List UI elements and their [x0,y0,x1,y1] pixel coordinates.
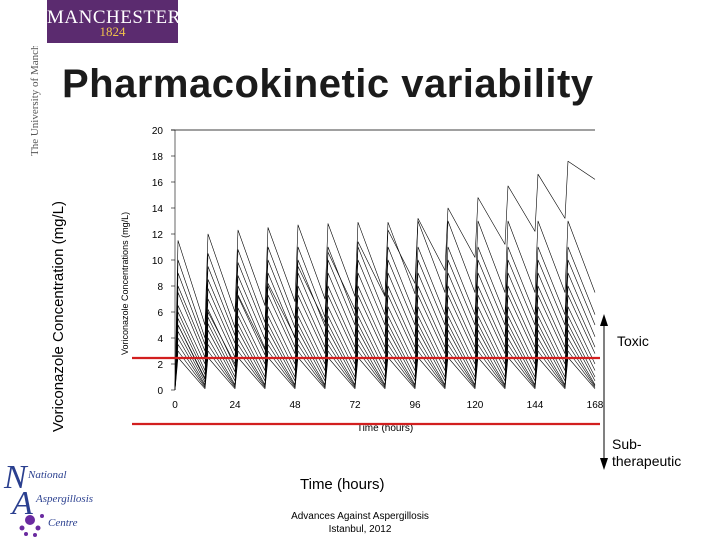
footer-line-1: Advances Against Aspergillosis [291,511,429,522]
x-tick-label: 168 [587,400,604,411]
y-tick-label: 16 [152,178,164,189]
subtherapeutic-line-1: Sub- [612,436,642,452]
y-tick-label: 12 [152,230,164,241]
nac-logo: N National A Aspergillosis Centre [3,459,93,537]
subtherapeutic-line-2: therapeutic [612,453,682,469]
x-tick-label: 48 [289,400,301,411]
y-tick-label: 18 [152,152,164,163]
x-axis-label: Time (hours) [300,476,385,493]
svg-text:Aspergillosis: Aspergillosis [35,493,93,505]
svg-text:A: A [10,485,33,522]
footer: Advances Against Aspergillosis Istanbul,… [270,510,450,536]
subtherapeutic-label: Sub- therapeutic [612,436,681,470]
y-tick-label: 10 [152,256,164,267]
x-tick-label: 96 [409,400,421,411]
arrow-up-icon [600,314,608,326]
y-tick-label: 20 [152,126,164,137]
y-tick-label: 0 [157,386,163,397]
y-tick-label: 6 [157,308,163,319]
series-line-4 [174,259,596,391]
logo-year: 1824 [99,24,126,39]
x-tick-label: 120 [467,400,484,411]
slide-title: Pharmacokinetic variability [62,62,594,106]
series-line-8 [174,306,596,391]
series-line-3 [174,246,596,391]
university-logo: MANCHESTER 1824 [47,0,181,43]
series-line-5 [174,272,596,391]
university-wordmark: The University of Manchester [29,46,41,156]
toxic-label: Toxic [617,333,649,349]
series-line-6 [174,285,596,391]
logo-name: MANCHESTER [47,7,181,28]
inner-x-axis-label: Time (hours) [357,423,413,434]
y-tick-label: 8 [157,282,163,293]
inner-y-axis-label: Voriconazole Concentrations (mg/L) [120,212,130,355]
x-tick-label: 0 [172,400,178,411]
svg-text:National: National [27,469,67,481]
x-tick-label: 144 [527,400,544,411]
footer-line-2: Istanbul, 2012 [328,524,392,535]
y-tick-label: 2 [157,360,163,371]
svg-text:Centre: Centre [48,517,78,529]
svg-text:N: N [3,459,29,496]
x-tick-label: 24 [229,400,241,411]
university-wordmark-text: The University of Manchester [29,46,41,156]
x-tick-label: 72 [349,400,361,411]
arrow-down-icon [600,458,608,470]
series-line-9 [174,315,596,391]
series-line-7 [174,294,596,391]
series-line-2 [174,220,596,391]
y-tick-label: 14 [152,204,164,215]
series-line-15 [174,357,596,391]
y-tick-label: 4 [157,334,163,345]
